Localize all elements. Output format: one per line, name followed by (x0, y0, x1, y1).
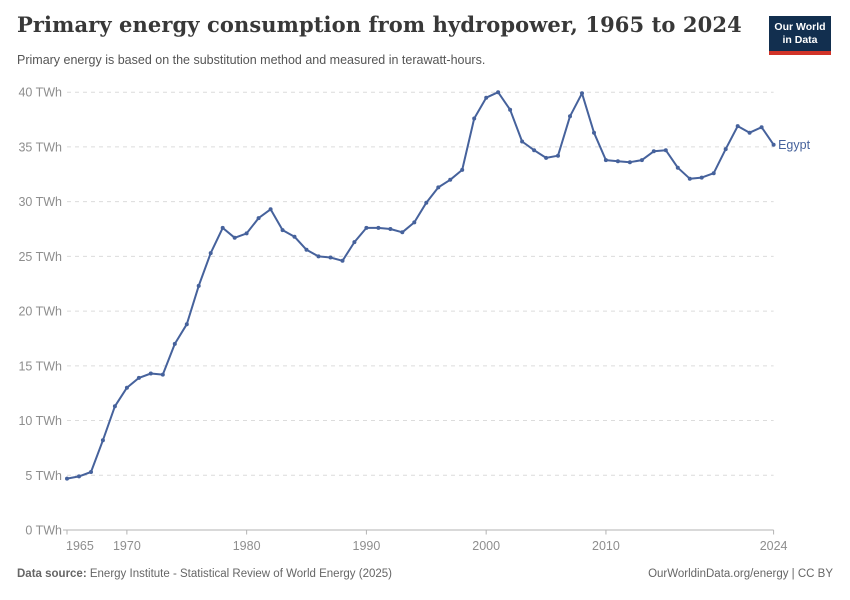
chart-subtitle: Primary energy is based on the substitut… (17, 53, 486, 67)
data-point[interactable] (160, 372, 165, 377)
data-point[interactable] (472, 116, 477, 121)
data-point[interactable] (304, 247, 309, 252)
data-point[interactable] (208, 251, 213, 256)
data-point[interactable] (112, 404, 117, 409)
x-tick-label: 1990 (353, 539, 381, 553)
data-point[interactable] (268, 207, 273, 212)
data-point[interactable] (747, 130, 752, 135)
data-point[interactable] (544, 155, 549, 160)
y-tick-label: 25 TWh (18, 250, 62, 264)
data-point[interactable] (328, 255, 333, 260)
data-point[interactable] (364, 225, 369, 230)
data-point[interactable] (412, 220, 417, 225)
data-point[interactable] (65, 476, 69, 481)
data-point[interactable] (436, 185, 441, 190)
x-tick-label: 2024 (760, 539, 788, 553)
data-point[interactable] (148, 371, 153, 376)
data-point[interactable] (244, 231, 249, 236)
data-point[interactable] (172, 341, 177, 346)
owid-logo-text-line2: in Data (782, 34, 818, 47)
data-point[interactable] (651, 149, 656, 154)
data-point[interactable] (388, 227, 393, 231)
data-point[interactable] (124, 385, 129, 390)
footer-link[interactable]: OurWorldinData.org/energy | CC BY (648, 568, 833, 580)
data-point[interactable] (292, 234, 297, 239)
data-point[interactable] (675, 165, 680, 170)
data-point[interactable] (603, 158, 608, 163)
owid-logo: Our World in Data (769, 16, 831, 56)
data-point[interactable] (723, 147, 728, 152)
data-point[interactable] (663, 148, 668, 153)
data-point[interactable] (77, 474, 81, 479)
data-point[interactable] (460, 167, 465, 172)
x-tick-label: 1970 (113, 539, 141, 553)
data-point[interactable] (232, 235, 237, 240)
data-point[interactable] (352, 240, 357, 245)
data-point[interactable] (627, 160, 632, 165)
data-point[interactable] (376, 225, 381, 230)
data-point[interactable] (771, 142, 776, 147)
data-point[interactable] (592, 130, 596, 135)
data-source-text: Energy Institute - Statistical Review of… (86, 568, 392, 580)
data-point[interactable] (687, 176, 692, 181)
series-end-label[interactable]: Egypt (778, 138, 810, 152)
data-point[interactable] (340, 258, 345, 263)
data-point[interactable] (520, 139, 525, 144)
data-point[interactable] (184, 322, 189, 327)
y-tick-label: 15 TWh (18, 359, 62, 373)
data-point[interactable] (448, 177, 453, 182)
data-point[interactable] (568, 114, 572, 119)
y-tick-label: 35 TWh (18, 140, 62, 154)
data-point[interactable] (220, 225, 225, 230)
data-point[interactable] (711, 171, 716, 176)
data-point[interactable] (280, 228, 285, 233)
data-point[interactable] (508, 107, 513, 112)
x-tick-label: 1965 (66, 539, 94, 553)
data-point[interactable] (556, 153, 560, 158)
y-tick-label: 10 TWh (18, 414, 62, 428)
data-source-note: Data source: Energy Institute - Statisti… (17, 568, 392, 580)
data-point[interactable] (496, 90, 501, 95)
data-point[interactable] (89, 470, 93, 474)
x-tick-label: 1980 (233, 539, 261, 553)
owid-logo-text-line1: Our World (774, 21, 826, 33)
data-point[interactable] (484, 95, 489, 100)
data-point[interactable] (316, 254, 321, 259)
data-point[interactable] (639, 158, 644, 163)
y-tick-label: 5 TWh (25, 469, 62, 483)
data-point[interactable] (615, 159, 620, 164)
data-point[interactable] (256, 216, 261, 221)
data-point[interactable] (136, 375, 141, 380)
y-tick-label: 40 TWh (18, 86, 62, 100)
y-tick-label: 20 TWh (18, 305, 62, 319)
x-tick-label: 2010 (592, 539, 620, 553)
series-line[interactable] (66, 91, 775, 480)
data-point[interactable] (580, 91, 584, 96)
data-point[interactable] (400, 230, 405, 235)
data-source-label: Data source: (17, 568, 87, 580)
data-point[interactable] (424, 200, 429, 205)
data-point[interactable] (735, 124, 740, 129)
data-point[interactable] (699, 175, 704, 180)
data-point[interactable] (100, 438, 105, 443)
x-tick-label: 2000 (472, 539, 500, 553)
y-tick-label: 30 TWh (18, 195, 62, 209)
data-point[interactable] (196, 283, 201, 288)
y-tick-label: 0 TWh (25, 524, 62, 538)
data-point[interactable] (759, 125, 764, 130)
page-title: Primary energy consumption from hydropow… (17, 12, 742, 37)
data-point[interactable] (532, 148, 537, 153)
